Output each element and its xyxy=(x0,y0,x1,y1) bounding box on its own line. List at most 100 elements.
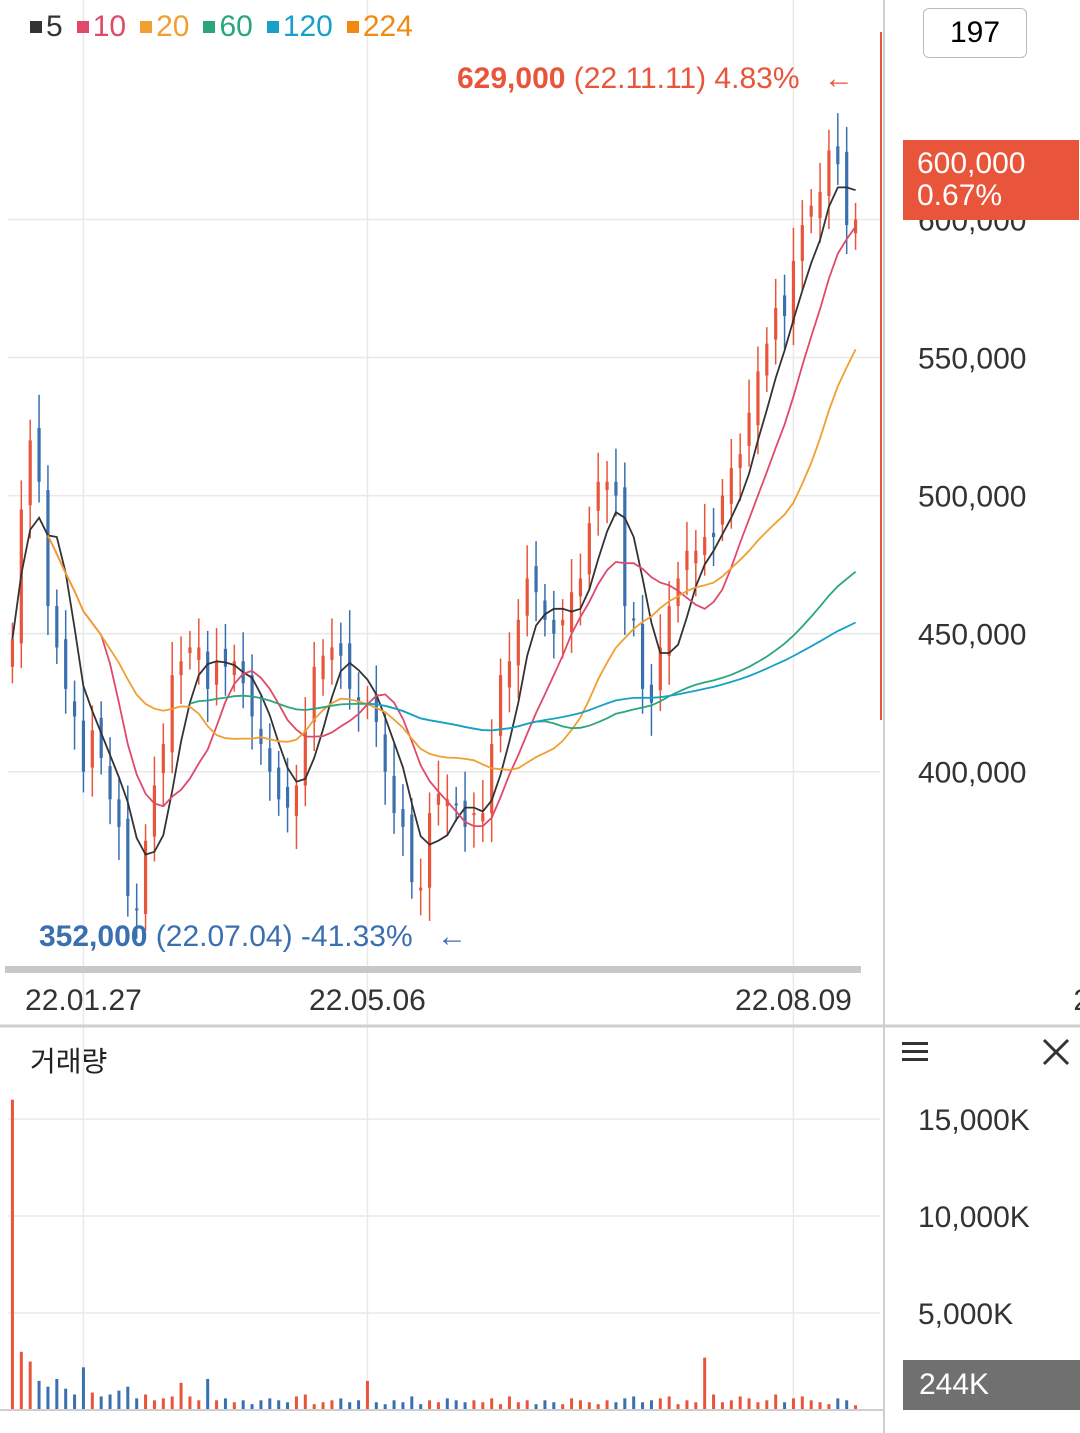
candle-body xyxy=(28,440,32,506)
volume-bar xyxy=(747,1398,751,1410)
volume-bar xyxy=(241,1400,245,1410)
candle-body xyxy=(667,606,671,656)
ma-line-120 xyxy=(367,621,856,732)
candle-body xyxy=(277,767,281,800)
candle-body xyxy=(756,371,760,426)
volume-bar xyxy=(845,1400,849,1410)
volume-bar xyxy=(19,1351,23,1410)
legend-item-10: 10 xyxy=(76,10,126,44)
candle-body xyxy=(738,454,742,468)
volume-bar xyxy=(756,1402,760,1410)
volume-bar xyxy=(499,1404,503,1410)
volume-bar xyxy=(765,1400,769,1410)
volume-bar xyxy=(99,1396,103,1410)
volume-bar xyxy=(783,1402,787,1410)
high-price: 629,000 xyxy=(457,62,566,95)
volume-bar xyxy=(818,1402,822,1410)
legend-swatch xyxy=(76,21,89,33)
menu-icon[interactable] xyxy=(900,1038,932,1066)
volume-bar xyxy=(410,1396,414,1410)
volume-bar xyxy=(720,1402,724,1410)
candle-body xyxy=(640,623,645,689)
volume-bar xyxy=(294,1396,298,1410)
candle-body xyxy=(463,800,467,827)
candle-body xyxy=(64,639,68,689)
volume-bar xyxy=(126,1386,130,1410)
volume-bar xyxy=(170,1396,174,1410)
legend-swatch xyxy=(203,21,216,33)
volume-bar xyxy=(703,1357,707,1410)
volume-bar xyxy=(383,1404,387,1410)
candles xyxy=(10,113,858,939)
legend-item-120: 120 xyxy=(266,10,333,44)
volume-bar xyxy=(161,1398,165,1410)
volume-tick-label: 5,000K xyxy=(918,1298,1013,1331)
candle-body xyxy=(303,730,307,786)
candle-body xyxy=(37,427,41,482)
low-arrow-icon: ← xyxy=(436,920,467,953)
volume-bar xyxy=(401,1402,405,1410)
candle-body xyxy=(658,647,662,691)
candle-count-box[interactable]: 197 xyxy=(923,8,1027,58)
volume-bar xyxy=(472,1400,476,1410)
volume-title: 거래량 xyxy=(30,1046,108,1077)
candle-body xyxy=(454,803,458,806)
volume-bar xyxy=(10,1099,14,1410)
volume-bar xyxy=(561,1404,565,1410)
candle-body xyxy=(445,799,449,807)
volume-bar xyxy=(28,1361,32,1410)
candle-body xyxy=(135,908,139,911)
ma-line-20 xyxy=(47,348,857,771)
volume-bar xyxy=(339,1398,343,1410)
legend-swatch xyxy=(140,21,153,33)
date-tick-label: 22.08.09 xyxy=(735,984,852,1017)
volume-bar xyxy=(64,1388,68,1410)
volume-bar xyxy=(259,1400,263,1410)
candle-body xyxy=(436,793,441,805)
candle-body xyxy=(179,661,183,676)
volume-bar xyxy=(712,1394,716,1410)
candle-body xyxy=(392,775,396,814)
volume-bar xyxy=(223,1398,227,1410)
date-tick-label: 22.05.06 xyxy=(309,984,426,1017)
volume-bar xyxy=(357,1400,361,1410)
volume-bar xyxy=(738,1396,742,1410)
volume-bar xyxy=(463,1402,467,1410)
candle-body xyxy=(685,550,689,571)
candle-body xyxy=(498,675,503,736)
volume-bar xyxy=(854,1405,858,1410)
candle-body xyxy=(10,639,15,667)
volume-bar xyxy=(268,1398,272,1410)
date-tick-label: 22.01.27 xyxy=(25,984,142,1017)
volume-bar xyxy=(605,1400,609,1410)
volume-bar xyxy=(179,1382,183,1410)
volume-bar xyxy=(525,1400,529,1410)
legend-item-20: 20 xyxy=(140,10,189,44)
volume-bar xyxy=(791,1398,795,1410)
legend-item-60: 60 xyxy=(203,10,253,44)
legend-label: 20 xyxy=(156,10,190,43)
legend-label: 5 xyxy=(46,10,63,43)
candle-body xyxy=(126,818,130,896)
legend-swatch xyxy=(30,21,42,33)
candle-body xyxy=(623,487,627,607)
volume-bar xyxy=(658,1398,662,1410)
candle-body xyxy=(197,647,201,660)
high-price-marker: 629,000 (22.11.11) 4.83% ← xyxy=(457,62,854,96)
volume-bar xyxy=(685,1400,689,1410)
candle-body xyxy=(853,219,858,234)
candle-body xyxy=(782,295,787,317)
volume-bar xyxy=(632,1396,636,1410)
close-icon[interactable] xyxy=(1040,1036,1072,1068)
candle-body xyxy=(507,661,512,688)
candle-body xyxy=(809,205,813,217)
ma-line-10 xyxy=(47,226,857,827)
candle-body xyxy=(99,717,103,758)
volume-bar xyxy=(286,1402,290,1410)
volume-bar xyxy=(578,1400,582,1410)
candle-body xyxy=(836,146,840,165)
volume-bar xyxy=(73,1394,77,1410)
current-volume-tag: 244K xyxy=(903,1360,1080,1410)
